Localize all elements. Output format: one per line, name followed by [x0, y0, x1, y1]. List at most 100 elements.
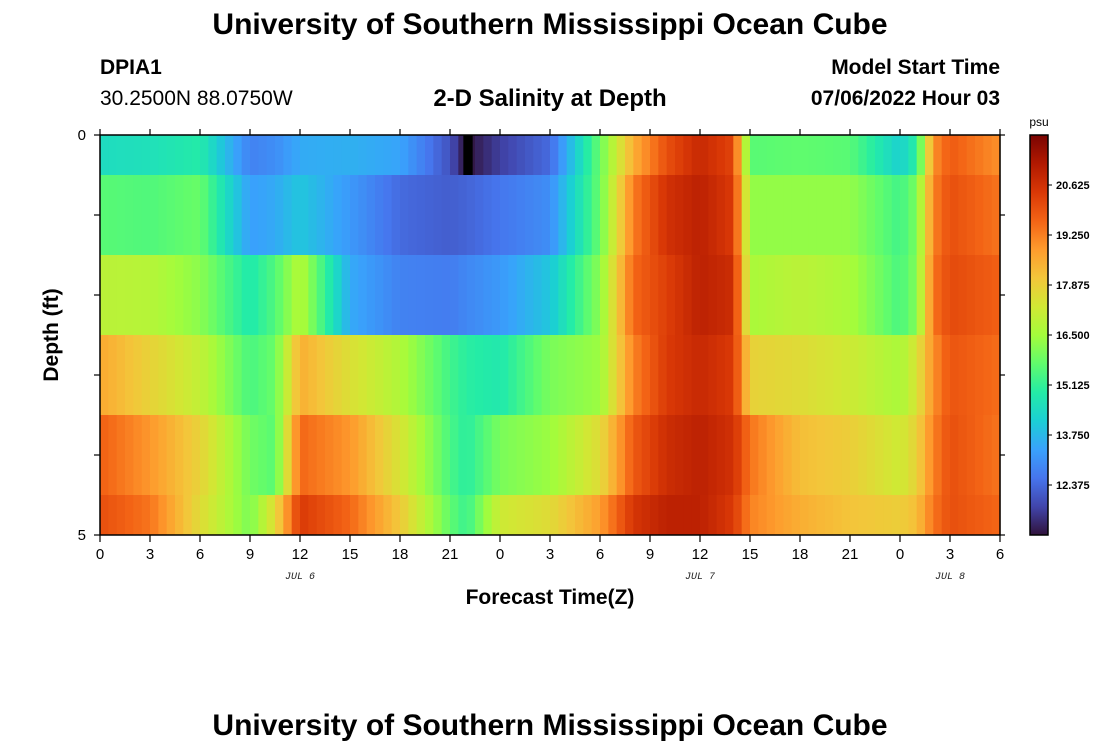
heatmap-cell [650, 175, 659, 256]
heatmap-cell [291, 415, 301, 496]
heatmap-cell [683, 335, 693, 416]
heatmap-cell [400, 495, 409, 536]
heatmap-cell [416, 495, 426, 536]
heatmap-cell [991, 495, 1001, 536]
heatmap-cell [483, 415, 493, 496]
heatmap-cell [416, 175, 426, 256]
heatmap-cell [350, 175, 359, 256]
heatmap-cell [616, 175, 626, 256]
heatmap-cell [683, 135, 693, 176]
heatmap-cell [658, 135, 668, 176]
heatmap-cell [308, 415, 318, 496]
heatmap-cell [933, 415, 943, 496]
x-tick-label: 3 [546, 546, 554, 563]
heatmap-cell [466, 255, 476, 336]
heatmap-cell [758, 255, 768, 336]
heatmap-cell [408, 335, 418, 416]
heatmap-cell [508, 335, 518, 416]
heatmap-cell [950, 175, 959, 256]
heatmap-cell [150, 415, 159, 496]
heatmap-cell [333, 335, 343, 416]
heatmap-cell [441, 495, 451, 536]
heatmap-cell [675, 175, 684, 256]
heatmap-cell [100, 415, 109, 496]
heatmap-cell [641, 415, 651, 496]
heatmap-cell [658, 415, 668, 496]
heatmap-cell [483, 135, 493, 176]
heatmap-cell [666, 255, 676, 336]
heatmap-cell [116, 135, 126, 176]
heatmap-cell [266, 415, 276, 496]
heatmap-cell [241, 175, 251, 256]
heatmap-cell [941, 335, 951, 416]
heatmap-cell [458, 175, 468, 256]
heatmap-cell [700, 255, 709, 336]
heatmap-cell [125, 495, 134, 536]
heatmap-cell [316, 175, 326, 256]
heatmap-cell [375, 175, 384, 256]
heatmap-cell [816, 335, 826, 416]
heatmap-cell [108, 175, 118, 256]
heatmap-cell [275, 335, 284, 416]
heatmap-cell [716, 415, 726, 496]
heatmap-cell [350, 135, 359, 176]
heatmap-cell [758, 415, 768, 496]
heatmap-cell [475, 495, 484, 536]
heatmap-cell [500, 255, 509, 336]
model-start-label: Model Start Time [831, 56, 1000, 79]
heatmap-cell [758, 495, 768, 536]
heatmap-cell [233, 335, 243, 416]
heatmap-cell [316, 135, 326, 176]
heatmap-cell [416, 255, 426, 336]
heatmap-cell [100, 255, 109, 336]
heatmap-cell [183, 175, 193, 256]
heatmap-cell [575, 335, 584, 416]
heatmap-cell [866, 135, 876, 176]
heatmap-cell [483, 495, 493, 536]
heatmap-cell [833, 495, 843, 536]
heatmap-cell [300, 335, 309, 416]
heatmap-cell [541, 175, 551, 256]
heatmap-cell [458, 135, 468, 176]
heatmap-cell [566, 135, 576, 176]
heatmap-cell [433, 255, 443, 336]
heatmap-cell [875, 175, 884, 256]
heatmap-cell [250, 255, 259, 336]
heatmap-cell [733, 135, 743, 176]
model-start-value: 07/06/2022 Hour 03 [810, 87, 1000, 110]
heatmap-cell [608, 415, 618, 496]
heatmap-cell [475, 255, 484, 336]
heatmap-cell [966, 495, 976, 536]
heatmap-cell [591, 255, 601, 336]
heatmap-cell [516, 255, 526, 336]
heatmap-cell [683, 495, 693, 536]
heatmap-cell [933, 335, 943, 416]
heatmap-cell [133, 255, 143, 336]
heatmap-cell [391, 175, 401, 256]
heatmap-cell [300, 135, 309, 176]
heatmap-cell [391, 335, 401, 416]
heatmap-cell [491, 255, 501, 336]
heatmap-cell [441, 255, 451, 336]
heatmap-cell [750, 335, 759, 416]
heatmap-cell [741, 335, 751, 416]
heatmap-cell [275, 175, 284, 256]
heatmap-cell [650, 415, 659, 496]
heatmap-cell [183, 335, 193, 416]
heatmap-cell [225, 175, 234, 256]
page-title: University of Southern Mississippi Ocean… [212, 8, 888, 41]
heatmap-cell [875, 495, 884, 536]
heatmap-cell [875, 135, 884, 176]
heatmap-cell [683, 415, 693, 496]
heatmap-cell [933, 495, 943, 536]
heatmap-cell [416, 135, 426, 176]
heatmap-cell [300, 255, 309, 336]
heatmap-cell [966, 415, 976, 496]
heatmap-cell [225, 135, 234, 176]
heatmap-cell [958, 175, 968, 256]
heatmap-cell [216, 175, 226, 256]
heatmap-cell [533, 135, 543, 176]
heatmap-cell [100, 335, 109, 416]
heatmap-cell [225, 335, 234, 416]
heatmap-cell [216, 255, 226, 336]
